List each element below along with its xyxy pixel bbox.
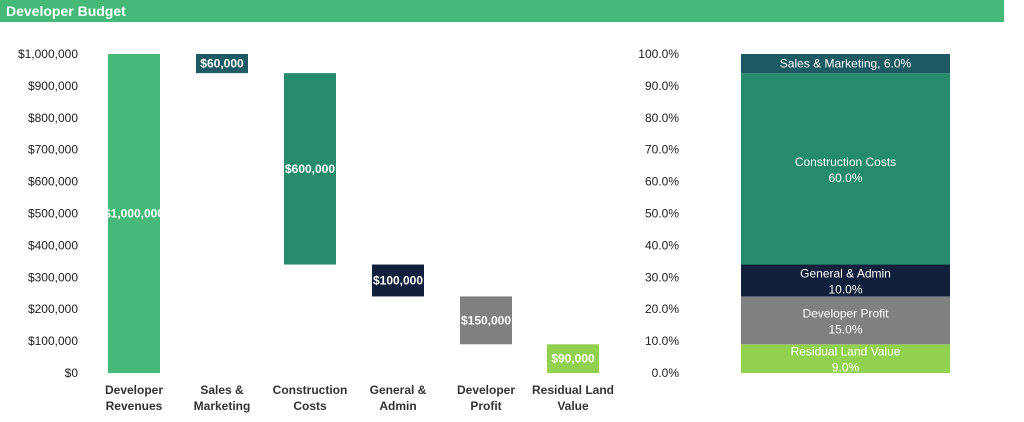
- y-tick-label: $300,000: [28, 270, 78, 284]
- segment-value: 60.0%: [828, 171, 862, 185]
- x-tick-label: Admin: [379, 399, 416, 413]
- y-tick-label: 0.0%: [652, 366, 680, 380]
- y-tick-label: 30.0%: [645, 270, 679, 284]
- waterfall-bar: [547, 344, 599, 373]
- x-tick-label: Developer: [457, 383, 515, 397]
- data-label: $600,000: [285, 162, 335, 176]
- waterfall-bar: [372, 264, 424, 297]
- segment-value: 15.0%: [828, 322, 862, 336]
- x-tick-label: Profit: [470, 399, 501, 413]
- data-label: $1,000,000: [104, 207, 164, 221]
- waterfall-bar: [108, 54, 160, 373]
- segment-label: Developer Profit: [802, 306, 889, 320]
- x-tick-label: Value: [557, 399, 589, 413]
- y-tick-label: 100.0%: [638, 47, 679, 61]
- x-tick-label: Residual Land: [532, 383, 614, 397]
- y-tick-label: $600,000: [28, 175, 78, 189]
- y-tick-label: $0: [65, 366, 79, 380]
- waterfall-bar: [460, 296, 512, 345]
- stacked-segment: [741, 264, 950, 297]
- x-tick-label: Sales &: [200, 383, 244, 397]
- y-tick-label: $1,000,000: [18, 47, 78, 61]
- data-label: $150,000: [461, 313, 511, 327]
- y-tick-label: $200,000: [28, 302, 78, 316]
- x-tick-label: Costs: [293, 399, 327, 413]
- stacked-segment: [741, 54, 950, 74]
- y-tick-label: $700,000: [28, 143, 78, 157]
- segment-value: 9.0%: [832, 361, 860, 375]
- y-tick-label: $800,000: [28, 111, 78, 125]
- data-label: $90,000: [551, 352, 595, 366]
- y-tick-label: $400,000: [28, 238, 78, 252]
- y-tick-label: 20.0%: [645, 302, 679, 316]
- chart-title: Developer Budget: [6, 3, 126, 19]
- segment-label: Sales & Marketing, 6.0%: [780, 57, 912, 71]
- y-tick-label: 10.0%: [645, 334, 679, 348]
- segment-value: 10.0%: [828, 282, 862, 296]
- waterfall-bar: [284, 73, 336, 265]
- segment-label: Residual Land Value: [791, 345, 901, 359]
- y-tick-label: 50.0%: [645, 207, 679, 221]
- y-tick-label: 40.0%: [645, 238, 679, 252]
- segment-label: General & Admin: [800, 266, 891, 280]
- x-tick-label: Revenues: [106, 399, 163, 413]
- y-tick-label: 80.0%: [645, 111, 679, 125]
- x-tick-label: Marketing: [194, 399, 251, 413]
- data-label: $60,000: [200, 57, 244, 71]
- stacked-segment: [741, 296, 950, 345]
- chart-title-bar: Developer Budget: [0, 0, 1004, 22]
- data-label: $100,000: [373, 273, 423, 287]
- y-tick-label: 70.0%: [645, 143, 679, 157]
- y-tick-label: $500,000: [28, 207, 78, 221]
- stacked-segment: [741, 344, 950, 373]
- y-tick-label: $100,000: [28, 334, 78, 348]
- y-tick-label: 90.0%: [645, 79, 679, 93]
- y-tick-label: $900,000: [28, 79, 78, 93]
- waterfall-bar: [196, 54, 248, 74]
- y-tick-label: 60.0%: [645, 175, 679, 189]
- stacked-segment: [741, 73, 950, 265]
- segment-label: Construction Costs: [795, 155, 896, 169]
- x-tick-label: Developer: [105, 383, 163, 397]
- x-tick-label: Construction: [273, 383, 348, 397]
- x-tick-label: General &: [370, 383, 427, 397]
